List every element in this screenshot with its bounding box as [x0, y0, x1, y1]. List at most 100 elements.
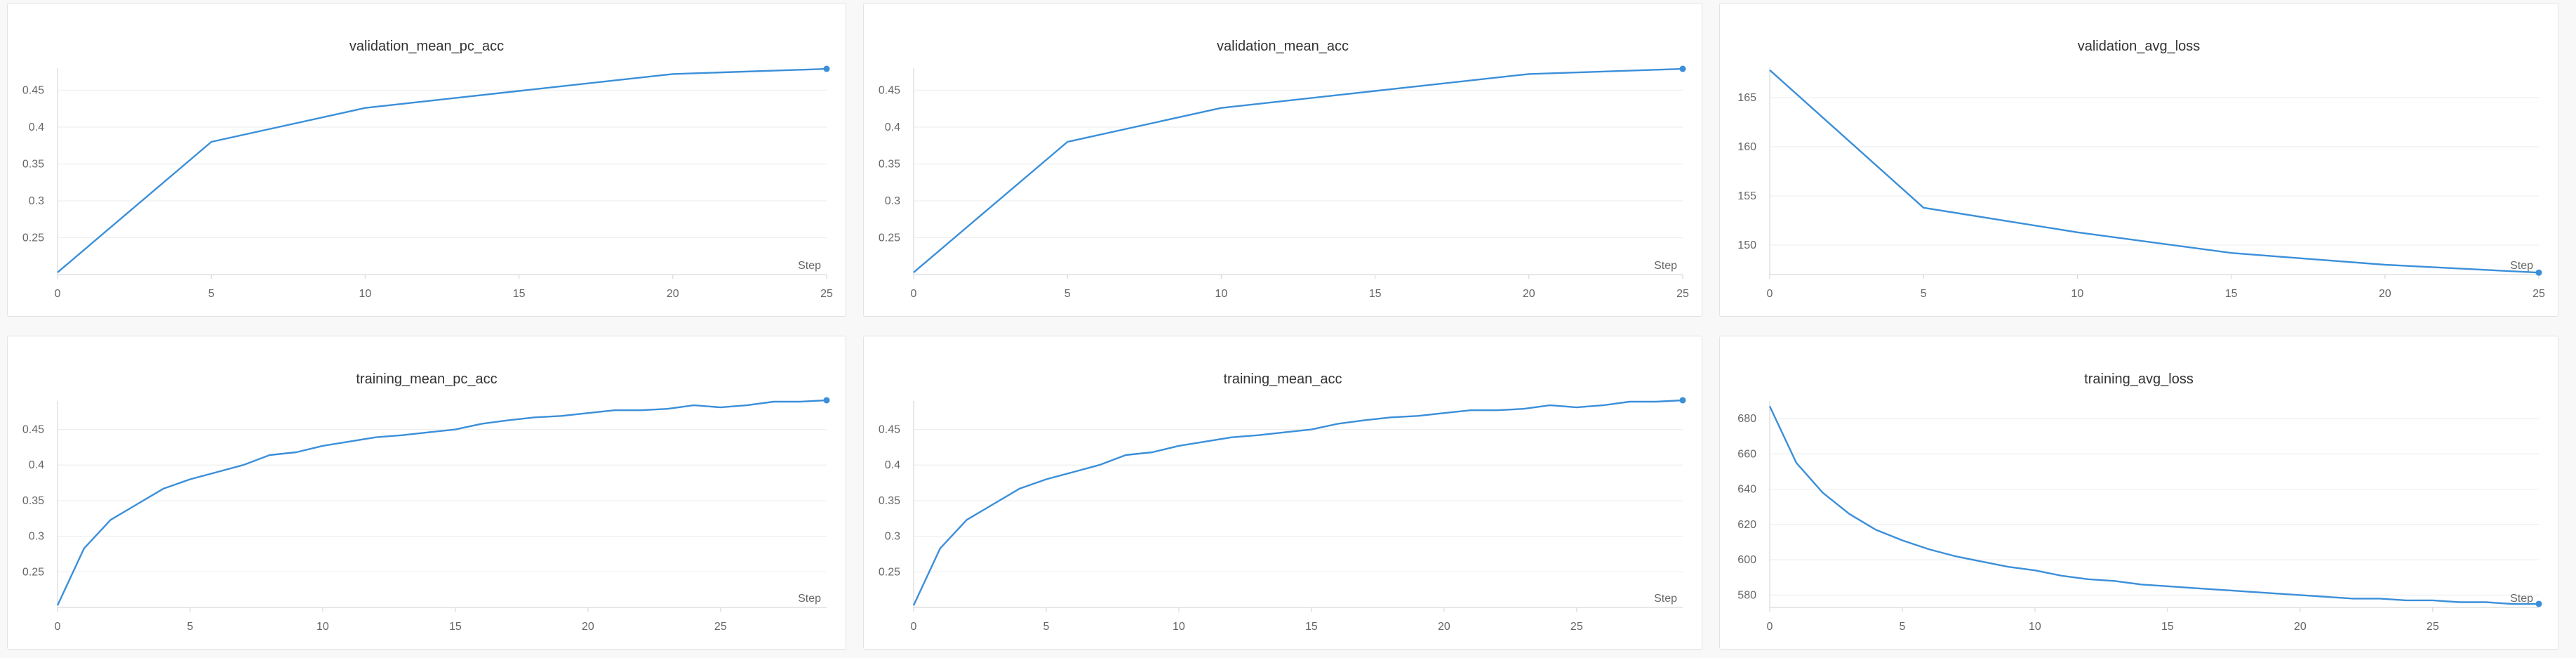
y-tick-label: 0.4	[885, 121, 900, 133]
y-tick-label: 150	[1737, 239, 1756, 251]
chart-panel: training_mean_acc 0.25 0.3 0.35 0.4 0.45 0 5 10…	[863, 336, 1702, 650]
x-tick-label: 25	[2427, 621, 2439, 633]
line-chart: 150 155 160 165 0 5 10 15 20 25 Step	[1737, 68, 2545, 300]
y-tick-label: 0.3	[29, 195, 44, 207]
x-tick-label: 5	[1043, 621, 1050, 633]
chart-title: training_avg_loss	[2084, 371, 2194, 387]
last-point-marker	[1679, 65, 1686, 72]
chart-panel: training_mean_pc_acc 0.25 0.3 0.35 0.4 0.45 0…	[7, 336, 846, 650]
x-tick-label: 15	[2225, 288, 2238, 300]
y-tick-label: 0.25	[879, 232, 900, 244]
last-point-marker	[1679, 397, 1686, 404]
last-point-marker	[2535, 600, 2542, 607]
x-tick-label: 0	[55, 288, 61, 300]
line-chart: 0.25 0.3 0.35 0.4 0.45 0 5 10 15 20 25 Step	[22, 397, 830, 633]
charts-grid: validation_mean_pc_acc 0.25 0.3 0.35 0.4 0.4…	[7, 3, 2568, 652]
y-tick-label: 660	[1737, 448, 1756, 460]
y-tick-label: 0.3	[885, 531, 900, 543]
x-axis-title: Step	[1654, 593, 1677, 605]
series-line	[913, 67, 1683, 273]
x-tick-label: 20	[2294, 621, 2307, 633]
y-tick-label: 0.35	[22, 495, 44, 507]
x-axis-title: Step	[2510, 260, 2533, 272]
y-tick-label: 640	[1737, 484, 1756, 496]
y-tick-label: 0.25	[22, 566, 44, 578]
x-tick-label: 10	[316, 621, 329, 633]
x-axis-title: Step	[798, 593, 821, 605]
y-tick-label: 680	[1737, 413, 1756, 425]
y-tick-label: 0.3	[29, 531, 44, 543]
x-tick-label: 25	[1676, 288, 1689, 300]
y-tick-label: 580	[1737, 589, 1756, 601]
chart-panel: validation_avg_loss 150 155 160 165 0 5 10 15 20…	[1719, 3, 2558, 317]
line-chart: 0.25 0.3 0.35 0.4 0.45 0 5 10 15 20 25 Step	[879, 65, 1689, 300]
x-tick-label: 10	[2029, 621, 2041, 633]
y-tick-label: 600	[1737, 554, 1756, 566]
x-tick-label: 15	[449, 621, 462, 633]
chart-panel: validation_mean_acc 0.25 0.3 0.35 0.4 0.45 0 5…	[863, 3, 1702, 317]
line-chart: 0.25 0.3 0.35 0.4 0.45 0 5 10 15 20 25 Step	[879, 397, 1686, 633]
x-tick-label: 0	[1767, 288, 1773, 300]
series-line	[57, 67, 827, 273]
y-tick-label: 0.25	[879, 566, 900, 578]
x-tick-label: 10	[2071, 288, 2084, 300]
x-tick-label: 15	[1305, 621, 1318, 633]
chart-title: validation_mean_pc_acc	[349, 39, 505, 54]
y-tick-label: 0.25	[22, 232, 44, 244]
line-chart: 580 600 620 640 660 680 0 5 10 15 20 25 Step	[1737, 401, 2542, 633]
x-tick-label: 15	[1369, 288, 1382, 300]
y-tick-label: 0.4	[29, 121, 44, 133]
y-tick-label: 0.4	[885, 459, 900, 471]
chart-panel: validation_mean_pc_acc 0.25 0.3 0.35 0.4 0.4…	[7, 3, 846, 317]
series-line	[1768, 405, 2539, 605]
x-tick-label: 15	[513, 288, 526, 300]
x-tick-label: 10	[1173, 621, 1185, 633]
last-point-marker	[2535, 269, 2542, 276]
chart-title: training_mean_acc	[1223, 371, 1342, 387]
x-tick-label: 10	[359, 288, 372, 300]
x-axis-title: Step	[2510, 593, 2533, 605]
chart-title: validation_avg_loss	[2077, 39, 2201, 54]
x-tick-label: 25	[714, 621, 727, 633]
chart-title: validation_mean_acc	[1217, 39, 1349, 54]
x-tick-label: 0	[911, 288, 917, 300]
x-tick-label: 5	[1921, 288, 1927, 300]
x-axis-title: Step	[1654, 260, 1677, 272]
x-tick-label: 20	[582, 621, 594, 633]
x-tick-label: 20	[1523, 288, 1535, 300]
x-tick-label: 20	[667, 288, 679, 300]
x-axis-title: Step	[798, 260, 821, 272]
y-tick-label: 0.45	[22, 85, 44, 97]
y-tick-label: 0.35	[879, 495, 900, 507]
x-tick-label: 5	[1065, 288, 1071, 300]
chart-title: training_mean_pc_acc	[356, 371, 498, 387]
x-tick-label: 25	[2532, 288, 2545, 300]
x-tick-label: 20	[1438, 621, 1450, 633]
series-line	[1769, 69, 2540, 274]
y-tick-label: 0.4	[29, 459, 44, 471]
x-tick-label: 10	[1215, 288, 1228, 300]
y-tick-label: 620	[1737, 519, 1756, 531]
y-tick-label: 0.35	[879, 159, 900, 171]
y-tick-label: 160	[1737, 141, 1756, 153]
y-tick-label: 0.45	[879, 85, 900, 97]
series-line	[912, 399, 1683, 606]
x-tick-label: 15	[2161, 621, 2174, 633]
x-tick-label: 5	[208, 288, 215, 300]
x-tick-label: 0	[1767, 621, 1773, 633]
y-tick-label: 0.45	[22, 424, 44, 436]
x-tick-label: 0	[911, 621, 917, 633]
y-tick-label: 165	[1737, 92, 1756, 104]
x-tick-label: 0	[55, 621, 61, 633]
x-tick-label: 25	[820, 288, 833, 300]
chart-panel: training_avg_loss 580 600 620 640 660 680 0 5 10…	[1719, 336, 2558, 650]
line-chart: 0.25 0.3 0.35 0.4 0.45 0 5 10 15 20 25 Step	[22, 65, 833, 300]
x-tick-label: 20	[2379, 288, 2391, 300]
x-tick-label: 5	[187, 621, 194, 633]
last-point-marker	[823, 65, 830, 72]
y-tick-label: 0.35	[22, 159, 44, 171]
x-tick-label: 25	[1570, 621, 1583, 633]
series-line	[56, 399, 827, 606]
last-point-marker	[823, 397, 830, 404]
y-tick-label: 155	[1737, 190, 1756, 202]
